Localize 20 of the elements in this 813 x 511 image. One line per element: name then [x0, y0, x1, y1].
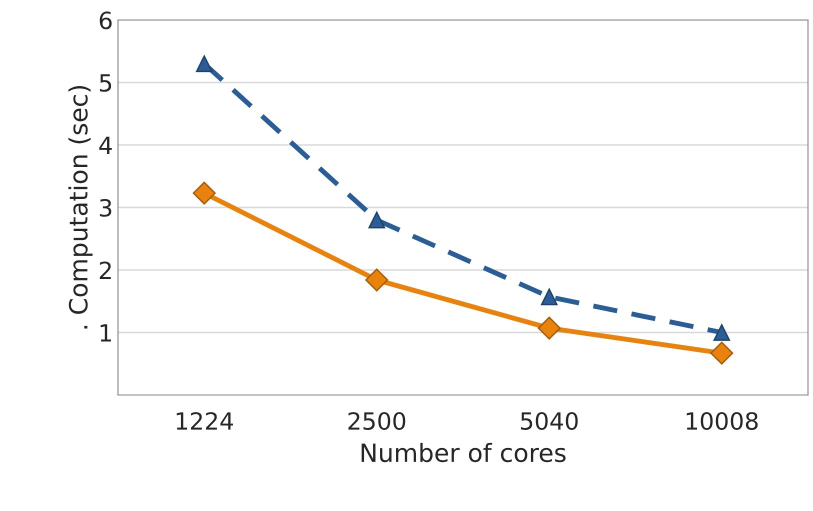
y-axis-title: . Computation (sec) — [68, 86, 93, 328]
x-tick-label: 5040 — [521, 412, 578, 430]
y-tick-label: 5 — [100, 74, 112, 92]
point — [368, 212, 386, 228]
x-axis-title: Number of cores — [362, 442, 566, 462]
point — [713, 324, 730, 341]
point — [192, 182, 216, 205]
y-tick-label: 4 — [99, 136, 112, 154]
x-tick-label: 1224 — [176, 412, 233, 430]
y-tick-label: 2 — [100, 261, 111, 279]
x-tick-label: 10008 — [686, 412, 758, 430]
point — [540, 288, 558, 306]
point — [710, 342, 734, 365]
point — [365, 268, 388, 292]
y-tick-label: 6 — [100, 11, 112, 30]
y-tick-label: 3 — [100, 198, 112, 217]
y-tick-label: 1 — [100, 324, 111, 342]
point — [538, 316, 561, 340]
x-tick-label: 2500 — [348, 412, 406, 430]
point — [196, 55, 213, 72]
